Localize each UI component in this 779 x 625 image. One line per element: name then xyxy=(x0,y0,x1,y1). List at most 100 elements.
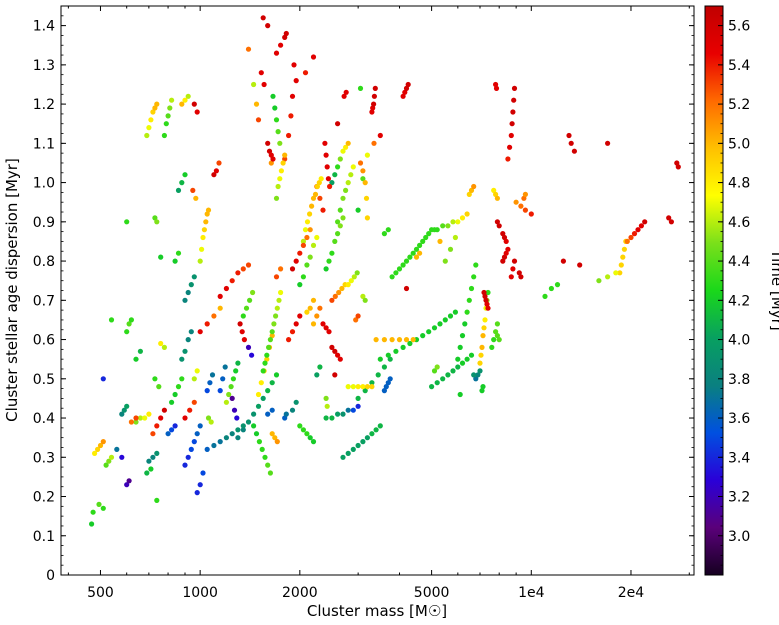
data-point xyxy=(146,125,152,131)
plot-area xyxy=(61,6,694,575)
data-point xyxy=(383,384,389,390)
data-point xyxy=(323,325,329,331)
y-tick-label: 0.9 xyxy=(33,215,55,231)
colorbar-tick-label: 3.2 xyxy=(728,490,750,506)
data-point xyxy=(511,97,517,103)
colorbar-tick-label: 5.6 xyxy=(728,19,750,35)
data-point xyxy=(247,297,253,303)
data-point xyxy=(297,250,303,256)
data-point xyxy=(566,132,572,139)
data-point xyxy=(273,313,279,319)
y-tick-label: 1.2 xyxy=(33,97,55,113)
y-tick-label: 0.8 xyxy=(33,254,55,270)
data-point xyxy=(217,388,223,394)
data-point xyxy=(445,372,451,378)
data-point xyxy=(314,234,320,241)
data-point xyxy=(501,254,508,260)
y-tick-label: 0.5 xyxy=(33,372,55,388)
data-point xyxy=(345,282,351,288)
data-point xyxy=(351,274,357,280)
data-point xyxy=(100,439,106,445)
data-point xyxy=(350,446,356,452)
data-point xyxy=(455,364,461,370)
data-point xyxy=(468,285,475,292)
data-point xyxy=(447,246,454,252)
data-point xyxy=(360,384,366,390)
data-point xyxy=(511,85,518,91)
data-point xyxy=(262,454,268,460)
data-point xyxy=(468,352,475,358)
data-point xyxy=(182,462,188,468)
y-tick-label: 0 xyxy=(46,568,55,584)
data-point xyxy=(201,227,207,233)
data-point xyxy=(462,321,468,327)
colorbar-tick-label: 5.4 xyxy=(728,58,750,74)
data-point xyxy=(197,258,203,264)
data-point xyxy=(360,439,366,445)
data-point xyxy=(335,164,341,170)
data-point xyxy=(270,156,276,162)
data-point xyxy=(325,176,331,182)
data-point xyxy=(217,293,223,299)
data-point xyxy=(124,219,130,225)
data-point xyxy=(267,337,273,343)
data-point xyxy=(473,262,479,268)
data-point xyxy=(605,140,611,146)
data-point xyxy=(332,348,338,354)
data-point xyxy=(481,325,487,331)
data-point xyxy=(464,356,470,362)
data-point xyxy=(617,270,623,276)
data-point xyxy=(199,246,205,252)
data-point xyxy=(423,234,429,241)
data-point xyxy=(466,297,472,303)
data-point xyxy=(350,407,356,413)
data-point xyxy=(161,132,167,139)
data-point xyxy=(245,344,252,350)
data-point xyxy=(228,384,234,390)
data-point xyxy=(256,439,262,445)
data-point xyxy=(282,415,288,421)
data-point xyxy=(440,223,446,229)
data-point xyxy=(200,234,206,241)
data-point xyxy=(377,132,383,139)
data-point xyxy=(253,431,260,437)
data-point xyxy=(265,411,271,417)
data-point xyxy=(239,329,245,335)
data-point xyxy=(493,191,499,197)
data-point xyxy=(156,384,162,390)
data-point xyxy=(381,388,387,394)
data-point xyxy=(360,176,366,182)
data-point xyxy=(258,70,264,76)
data-point xyxy=(261,81,267,88)
data-point xyxy=(190,187,196,193)
data-point xyxy=(96,501,102,507)
data-point xyxy=(522,207,529,213)
data-point xyxy=(108,317,115,323)
data-point xyxy=(142,415,148,421)
data-point xyxy=(233,368,239,374)
data-point xyxy=(304,234,310,241)
data-point xyxy=(314,183,320,190)
data-point xyxy=(329,297,335,303)
y-tick-label: 1.0 xyxy=(33,176,55,192)
y-tick-label: 0.1 xyxy=(33,529,55,545)
data-point xyxy=(505,246,511,252)
data-point xyxy=(282,34,288,41)
data-point xyxy=(364,152,370,158)
data-point xyxy=(208,419,214,425)
data-point xyxy=(106,458,112,464)
data-point xyxy=(482,293,488,299)
x-tick-label: 2000 xyxy=(282,585,318,601)
data-point xyxy=(191,376,197,382)
data-point xyxy=(371,93,377,99)
data-point xyxy=(245,46,252,52)
colorbar-tick-label: 3.6 xyxy=(728,411,750,427)
data-point xyxy=(489,344,495,350)
data-point xyxy=(307,305,313,311)
data-point xyxy=(362,297,368,303)
data-point xyxy=(226,391,232,398)
data-point xyxy=(240,423,246,429)
data-point xyxy=(128,419,134,425)
data-point xyxy=(148,117,154,123)
